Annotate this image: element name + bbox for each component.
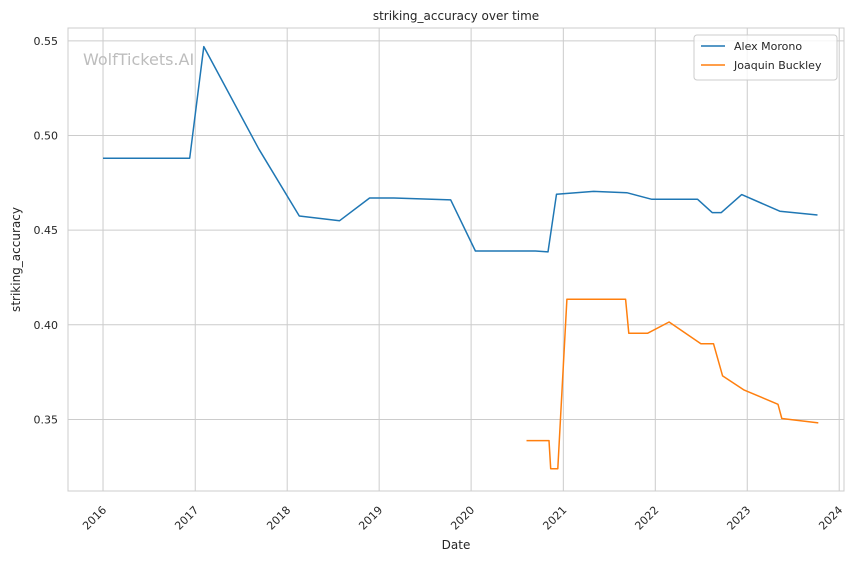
y-tick-label: 0.40 xyxy=(34,319,59,332)
y-axis-title: striking_accuracy xyxy=(9,207,23,312)
y-tick-label: 0.55 xyxy=(34,35,59,48)
legend-label: Joaquin Buckley xyxy=(733,59,822,72)
legend-box xyxy=(693,34,838,81)
chart-title: striking_accuracy over time xyxy=(373,9,539,23)
watermark-text: WolfTickets.AI xyxy=(83,50,194,69)
y-tick-label: 0.35 xyxy=(34,413,59,426)
y-tick-label: 0.45 xyxy=(34,224,59,237)
legend-label: Alex Morono xyxy=(734,40,802,53)
legend: Alex Morono Joaquin Buckley xyxy=(693,34,838,81)
series-line-joaquin-buckley xyxy=(526,298,819,470)
plot-area-frame xyxy=(67,27,845,492)
x-axis-title: Date xyxy=(442,538,471,552)
y-tick-label: 0.50 xyxy=(34,130,59,143)
series-line-alex-morono xyxy=(103,45,818,253)
series-lines xyxy=(103,45,819,470)
y-axis-ticks: 0.35 0.40 0.45 0.50 0.55 xyxy=(34,35,59,427)
